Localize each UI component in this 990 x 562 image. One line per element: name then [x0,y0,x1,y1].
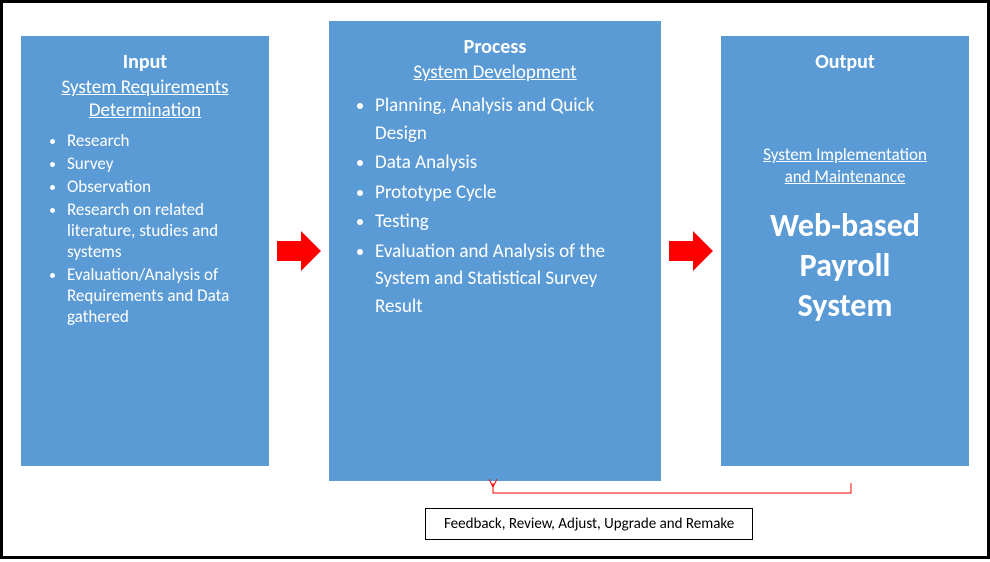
arrow-right-icon [667,227,715,275]
flow-row: Input System Requirements Determination … [21,21,969,481]
list-item: Testing [375,208,641,236]
list-item: Planning, Analysis and Quick Design [375,92,641,147]
process-title: Process [349,35,641,59]
input-subtitle: System Requirements Determination [41,76,249,122]
feedback-label: Feedback, Review, Adjust, Upgrade and Re… [425,508,753,540]
list-item: Survey [67,153,249,174]
input-box: Input System Requirements Determination … [21,36,269,466]
arrow-input-to-process [275,227,323,275]
input-bullets: Research Survey Observation Research on … [41,130,249,327]
arrow-process-to-output [667,227,715,275]
output-title: Output [741,50,949,74]
output-subtitle: System Implementation and Maintenance [741,144,949,188]
list-item: Research on related literature, studies … [67,199,249,262]
input-title: Input [41,50,249,74]
list-item: Observation [67,176,249,197]
list-item: Research [67,130,249,151]
output-box: Output System Implementation and Mainten… [721,36,969,466]
process-subtitle: System Development [349,61,641,84]
diagram-frame: Input System Requirements Determination … [0,0,990,559]
list-item: Prototype Cycle [375,179,641,207]
list-item: Evaluation and Analysis of the System an… [375,238,641,321]
arrow-right-icon [275,227,323,275]
list-item: Data Analysis [375,149,641,177]
output-system-name: Web-based Payroll System [741,206,949,326]
list-item: Evaluation/Analysis of Requirements and … [67,264,249,327]
process-box: Process System Development Planning, Ana… [329,21,661,481]
process-bullets: Planning, Analysis and Quick Design Data… [349,92,641,320]
